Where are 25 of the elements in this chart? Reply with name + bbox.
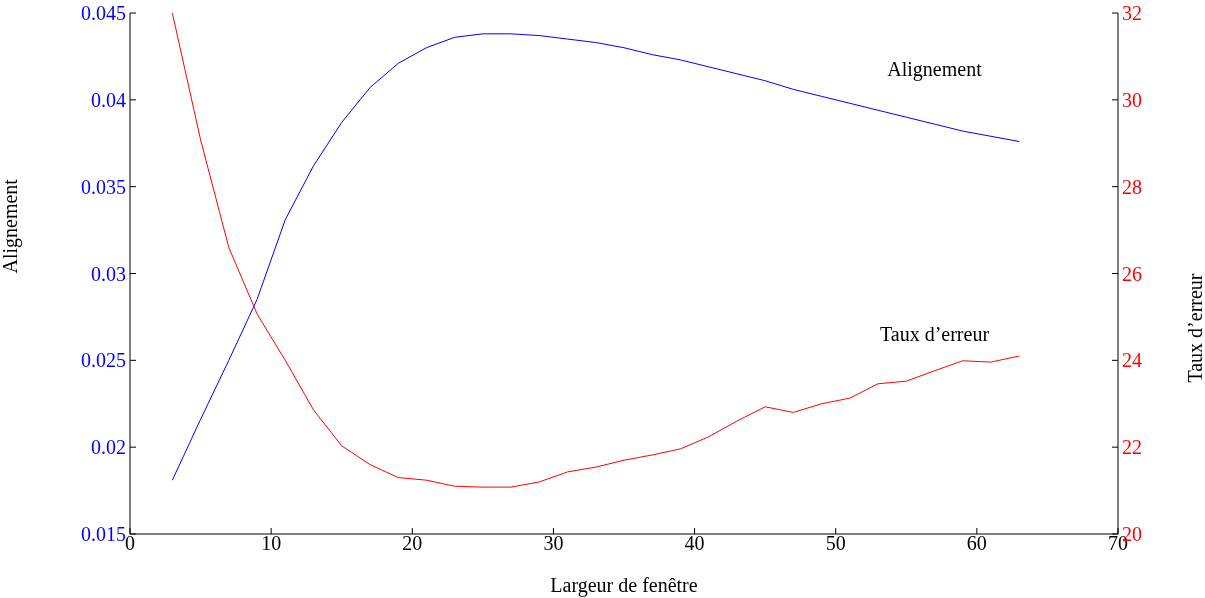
y-tick-label: 0.015 [81,523,126,546]
x-tick-label: 50 [825,532,846,555]
x-tick-label: 60 [966,532,987,555]
y2-axis-title: Taux d’erreur [1184,273,1205,383]
series-label: Alignement [887,58,983,82]
y-tick-label: 0.045 [81,2,126,25]
y2-tick-label: 26 [1122,262,1142,285]
y2-tick-label: 24 [1122,349,1142,372]
x-tick-label: 40 [684,532,705,555]
y-tick-label: 0.025 [81,349,126,372]
y-axis-title: Alignement [0,178,23,274]
y-tick-label: 0.04 [91,88,126,111]
y2-tick-label: 30 [1122,88,1142,111]
y2-tick-label: 32 [1122,2,1142,25]
x-axis-title: Largeur de fenêtre [550,574,698,597]
y2-tick-label: 22 [1122,436,1142,459]
y2-tick-label: 28 [1122,175,1142,198]
x-tick-label: 0 [125,532,135,555]
y-tick-label: 0.02 [91,436,126,459]
x-tick-label: 20 [402,532,423,555]
series-label: Taux d’erreur [879,322,990,345]
y-tick-label: 0.03 [91,262,126,285]
x-tick-label: 30 [543,532,564,555]
y-tick-label: 0.035 [81,175,126,198]
x-tick-label: 10 [261,532,282,555]
